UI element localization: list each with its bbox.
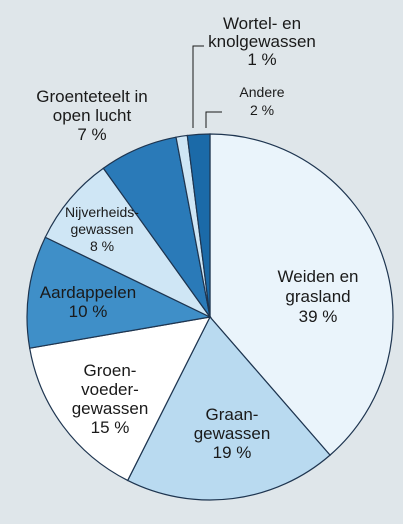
value-label: 10 % (69, 302, 108, 321)
slice-label: Wortel- en knolgewassen (208, 14, 316, 51)
slice-label: Andere (239, 84, 284, 100)
pie-slice (126, 315, 331, 501)
value-label: 15 % (91, 418, 130, 437)
value-label: 1 % (247, 50, 276, 69)
value-label: 39 % (299, 307, 338, 326)
pie-slice (44, 167, 211, 318)
pie-slice (28, 316, 212, 482)
leader-line (192, 45, 204, 128)
pie-slice (186, 133, 211, 318)
slice-label: Graan-gewassen (194, 405, 271, 443)
pie-slice (26, 236, 212, 349)
value-label: 7 % (77, 125, 106, 144)
slice-label: Groenteteelt in open lucht (36, 87, 148, 125)
leader-line (205, 111, 222, 128)
slice-label: Groen-voeder-gewassen (72, 361, 149, 418)
pie-slice (209, 133, 394, 456)
slice-label: Weiden en grasland (278, 267, 359, 306)
value-label: 2 % (250, 102, 274, 118)
value-label: 8 % (90, 238, 114, 254)
value-label: 19 % (213, 443, 252, 462)
slice-label: Aardappelen (40, 283, 136, 302)
slice-label: Nijverheids-gewassen (65, 204, 139, 237)
